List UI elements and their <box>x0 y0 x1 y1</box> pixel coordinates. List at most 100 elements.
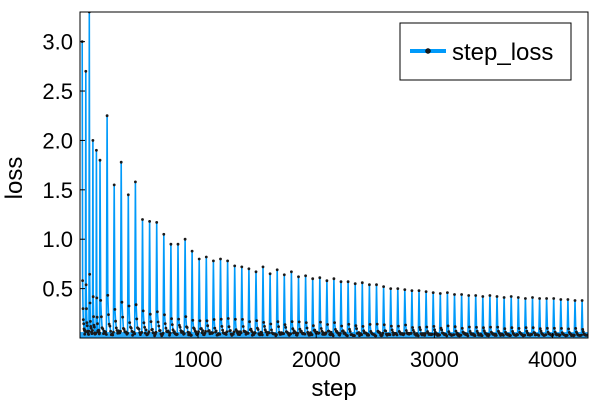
data-point <box>213 326 217 330</box>
data-point <box>317 331 321 335</box>
data-point <box>168 331 172 335</box>
data-point <box>269 322 273 326</box>
data-point <box>559 298 563 301</box>
data-point <box>390 328 394 332</box>
data-point <box>580 333 583 337</box>
data-point <box>360 281 364 285</box>
y-axis: 0.5 1.0 1.5 2.0 2.5 3.0 <box>42 30 85 302</box>
data-point <box>360 333 363 337</box>
data-point <box>89 326 93 330</box>
data-point <box>466 334 470 338</box>
data-point <box>129 326 133 330</box>
data-point <box>85 321 89 324</box>
data-point <box>294 331 298 334</box>
data-point <box>81 318 85 321</box>
data-point <box>289 332 293 336</box>
data-point <box>99 299 103 302</box>
y-tick-label: 1.0 <box>42 227 73 252</box>
data-point <box>198 319 202 323</box>
data-point <box>368 323 372 326</box>
data-point <box>241 318 244 321</box>
data-point <box>184 315 188 318</box>
data-point <box>197 330 200 333</box>
data-point <box>353 334 356 337</box>
data-point <box>194 330 198 334</box>
data-point <box>249 327 253 331</box>
data-point <box>389 287 393 290</box>
data-point <box>488 294 492 297</box>
data-point <box>109 329 112 333</box>
data-point <box>382 323 386 327</box>
data-point <box>233 264 237 268</box>
data-point <box>445 334 449 338</box>
data-point <box>161 331 165 335</box>
data-point <box>361 325 365 328</box>
data-point <box>425 325 429 329</box>
data-point <box>241 325 245 328</box>
data-point <box>496 325 500 329</box>
data-point <box>133 332 137 336</box>
data-point <box>296 332 300 335</box>
data-point <box>229 329 232 332</box>
data-point <box>248 320 252 324</box>
data-point <box>565 334 569 337</box>
data-point <box>147 330 151 334</box>
data-point <box>135 317 139 321</box>
data-point <box>204 330 208 333</box>
data-point <box>211 331 215 335</box>
data-point <box>170 323 174 326</box>
y-tick-label: 2.5 <box>42 79 73 104</box>
data-point <box>339 280 343 284</box>
data-point <box>234 317 237 321</box>
data-point <box>538 297 541 300</box>
legend-label: step_loss <box>452 39 553 66</box>
data-point <box>290 320 294 323</box>
data-point <box>100 315 103 319</box>
data-point <box>120 300 124 304</box>
data-point <box>224 333 228 336</box>
data-point <box>275 333 278 337</box>
data-point <box>221 328 225 332</box>
data-point <box>560 327 563 330</box>
data-point <box>353 282 357 286</box>
data-point <box>92 315 95 318</box>
data-point <box>268 331 271 335</box>
data-point <box>260 331 263 334</box>
data-point <box>101 327 105 331</box>
data-point <box>573 299 577 302</box>
data-point <box>348 327 351 331</box>
data-point <box>404 329 408 332</box>
data-point <box>452 333 456 337</box>
data-point <box>290 270 293 274</box>
data-point <box>178 325 182 329</box>
data-point <box>581 330 585 334</box>
data-point <box>509 295 513 298</box>
data-point <box>163 322 167 325</box>
data-point <box>304 274 307 278</box>
data-point <box>319 327 323 330</box>
data-point <box>218 332 222 336</box>
data-point <box>207 329 211 332</box>
data-point <box>220 325 224 328</box>
data-point <box>247 267 251 271</box>
data-point <box>90 332 94 335</box>
data-point <box>524 297 527 300</box>
data-point <box>324 331 328 335</box>
data-point <box>158 329 162 332</box>
data-point <box>191 318 195 322</box>
data-point <box>277 325 280 328</box>
data-point <box>275 268 279 272</box>
data-point <box>431 291 435 294</box>
x-tick-label: 1000 <box>174 347 223 372</box>
data-point <box>530 333 534 336</box>
data-point <box>502 296 506 299</box>
data-point <box>418 326 422 329</box>
data-point <box>98 158 102 162</box>
data-point <box>438 292 442 295</box>
data-point <box>580 299 584 302</box>
data-point <box>460 326 464 330</box>
data-point <box>149 320 153 323</box>
data-point <box>111 333 115 337</box>
data-point <box>332 277 336 281</box>
data-point <box>128 321 132 324</box>
